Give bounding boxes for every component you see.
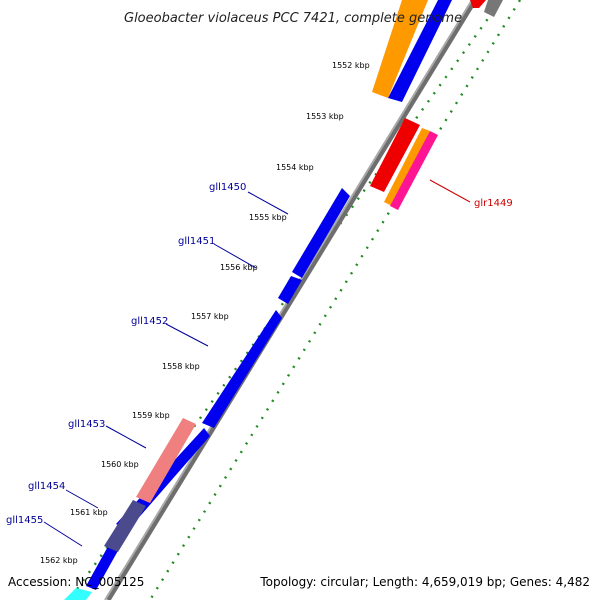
- gene-glr1449-orange[interactable]: [384, 128, 430, 206]
- gene-gll1455[interactable]: [64, 588, 92, 600]
- tick-label: 1561 kbp: [70, 508, 108, 517]
- gene-label-gll1454[interactable]: gll1454: [28, 481, 65, 492]
- tick-label: 1557 kbp: [191, 312, 229, 321]
- gene-glr1449-magenta[interactable]: [390, 131, 438, 210]
- gene-glr-top-fragment[interactable]: [470, 0, 486, 8]
- gene-label-gll1451[interactable]: gll1451: [178, 236, 215, 247]
- gene-label-gll1452[interactable]: gll1452: [131, 316, 168, 327]
- gene-label-gll1455[interactable]: gll1455: [6, 515, 43, 526]
- tick-label: 1555 kbp: [249, 213, 287, 222]
- gene-gll1454[interactable]: [104, 500, 146, 552]
- tick-label: 1560 kbp: [101, 460, 139, 469]
- gene-label-connectors: [43, 179, 471, 547]
- gene-label-glr1449[interactable]: glr1449: [474, 198, 513, 209]
- tick-label: 1553 kbp: [306, 112, 344, 121]
- gene-glr1449-red[interactable]: [370, 118, 420, 192]
- topology-label: Topology: circular; Length: 4,659,019 bp…: [259, 575, 590, 589]
- tick-label: 1556 kbp: [220, 263, 258, 272]
- inner-dotted-line: [148, 0, 522, 600]
- gene-gll1451[interactable]: [278, 276, 302, 304]
- gene-gll1450[interactable]: [292, 188, 350, 278]
- gene-orange-top[interactable]: [372, 0, 428, 98]
- tick-label: 1558 kbp: [162, 362, 200, 371]
- tick-label: 1554 kbp: [276, 163, 314, 172]
- tick-label: 1552 kbp: [332, 61, 370, 70]
- gene-label-gll1453[interactable]: gll1453: [68, 419, 105, 430]
- gene-gll1453[interactable]: [136, 418, 196, 503]
- genome-backbone: [104, 0, 478, 600]
- page-title: Gloeobacter violaceus PCC 7421, complete…: [124, 11, 462, 26]
- gene-gray-fragment[interactable]: [484, 0, 503, 17]
- tick-label: 1562 kbp: [40, 556, 78, 565]
- kbp-tick-labels: 1552 kbp 1553 kbp 1554 kbp 1555 kbp 1556…: [40, 61, 370, 565]
- gene-label-gll1450[interactable]: gll1450: [209, 182, 246, 193]
- gene-gll1452[interactable]: [202, 310, 282, 428]
- accession-label: Accession: NC_005125: [8, 575, 144, 589]
- gene-labels: glr1449 gll1450 gll1451 gll1452 gll1453 …: [6, 182, 513, 526]
- gene-blue-top[interactable]: [388, 0, 452, 102]
- tick-label: 1559 kbp: [132, 411, 170, 420]
